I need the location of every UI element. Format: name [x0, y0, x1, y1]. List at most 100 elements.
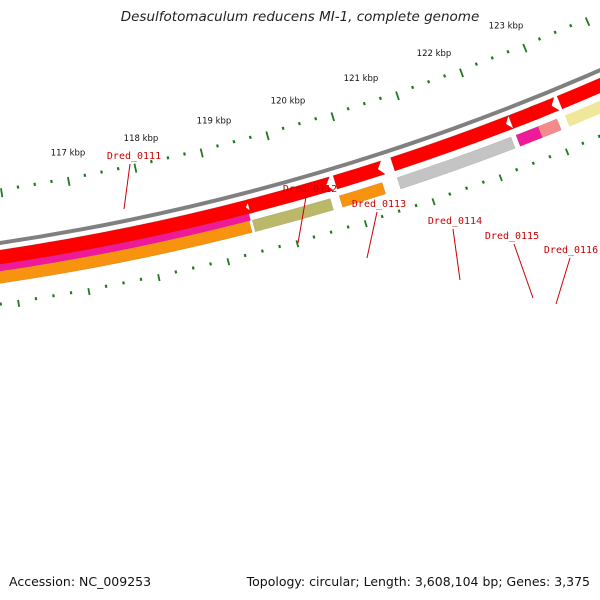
- scale-tick: [0, 188, 4, 198]
- label-leader-line: [123, 163, 131, 210]
- gc-tick: [104, 284, 108, 288]
- cds-feature: [332, 160, 386, 190]
- cds-feature: [529, 96, 560, 121]
- scale-tick: [67, 176, 71, 186]
- genome-summary-text: Topology: circular; Length: 3,608,104 bp…: [246, 574, 590, 589]
- scale-tick: [183, 152, 186, 156]
- scale-tick: [166, 156, 170, 160]
- scale-tick: [378, 96, 382, 101]
- scale-tick: [199, 148, 204, 158]
- label-leader-line: [366, 211, 378, 259]
- gc-tick: [380, 214, 384, 219]
- scale-label: 120 kbp: [271, 96, 306, 106]
- cds-feature: [246, 176, 334, 214]
- gc-tick: [209, 262, 212, 266]
- gc-tick: [431, 198, 436, 206]
- scale-tick: [100, 170, 103, 174]
- cog-feature: [537, 118, 562, 138]
- scale-tick: [459, 68, 464, 78]
- scale-label: 122 kbp: [417, 49, 452, 59]
- gc-tick: [243, 253, 247, 258]
- scale-tick: [537, 37, 542, 41]
- cog-feature: [338, 182, 387, 208]
- gc-tick: [17, 299, 21, 307]
- scale-tick: [395, 91, 400, 101]
- feature-tracks: [0, 67, 600, 284]
- gc-tick: [448, 192, 452, 196]
- scale-tick: [569, 23, 573, 28]
- gc-tick: [226, 258, 231, 266]
- gc-tick: [191, 266, 195, 270]
- scale-tick: [522, 43, 528, 53]
- scale-tick: [133, 163, 138, 173]
- scale-label: 117 kbp: [51, 149, 86, 159]
- scale-label: 123 kbp: [489, 21, 524, 31]
- gc-tick: [581, 141, 585, 146]
- scale-ruler: 117 kbp 118 kbp 119 kbp 120 kbp 121 kbp 122 k…: [51, 0, 596, 159]
- cds-feature: [0, 198, 254, 265]
- gc-tick-track: [0, 17, 600, 307]
- gc-tick: [414, 203, 418, 208]
- gc-tick: [312, 235, 316, 239]
- gc-tick: [397, 209, 401, 213]
- gc-tick: [260, 249, 264, 253]
- gc-tick: [157, 274, 161, 282]
- scale-tick: [506, 49, 510, 54]
- scale-tick: [584, 17, 591, 27]
- cog-feature: [0, 220, 253, 284]
- gc-tick: [346, 225, 350, 229]
- scale-label: 124 kbp: [561, 0, 596, 1]
- label-leader-line: [297, 196, 307, 244]
- scale-tick: [265, 131, 270, 141]
- gc-tick: [329, 230, 333, 234]
- cog-feature-next: [564, 100, 600, 127]
- cds-feature-next: [556, 77, 600, 110]
- scale-label: 119 kbp: [197, 117, 232, 127]
- gc-tick: [498, 174, 503, 182]
- gc-tick: [564, 148, 570, 156]
- map-title: Desulfotomaculum reducens MI-1, complete…: [120, 9, 480, 25]
- scale-tick: [314, 117, 318, 121]
- scale-tick: [411, 85, 415, 90]
- scale-label: 118 kbp: [124, 134, 159, 144]
- gc-tick: [531, 161, 535, 166]
- gc-tick: [278, 244, 282, 249]
- gc-tick: [174, 270, 178, 274]
- gc-tick: [465, 186, 469, 190]
- gc-tick: [548, 154, 552, 159]
- gene-labels: Dred_0111Dred_0112Dred_0113Dred_0114Dred…: [107, 151, 598, 305]
- gc-tick: [69, 291, 73, 295]
- cog-secondary-track: [0, 213, 251, 272]
- scale-tick: [346, 107, 350, 111]
- cog-feature: [251, 198, 334, 233]
- scale-tick: [281, 126, 285, 131]
- scale-tick: [443, 74, 447, 78]
- gene-label: Dred_0116: [544, 245, 598, 256]
- cog-feature: [396, 136, 516, 190]
- scale-tick: [149, 159, 153, 164]
- gc-tick: [481, 180, 485, 184]
- gene-label: Dred_0115: [485, 231, 539, 242]
- gc-tick: [295, 240, 300, 248]
- cds-feature: [390, 115, 515, 172]
- label-leader-line: [452, 228, 461, 281]
- gc-tick: [87, 287, 91, 296]
- scale-tick: [297, 121, 301, 126]
- gene-label: Dred_0114: [428, 216, 482, 227]
- scale-tick: [330, 112, 335, 122]
- scale-tick: [50, 179, 53, 184]
- accession-text: Accession: NC_009253: [9, 574, 152, 589]
- scale-tick: [427, 79, 431, 84]
- gene-label: Dred_0111: [107, 151, 161, 162]
- scale-tick: [490, 56, 494, 60]
- scale-tick: [216, 144, 219, 148]
- gc-tick: [363, 220, 368, 228]
- scale-tick: [116, 167, 120, 171]
- scale-label: 121 kbp: [344, 74, 379, 84]
- gc-tick: [139, 277, 143, 282]
- gene-label: Dred_0113: [352, 199, 406, 210]
- scale-tick: [362, 101, 366, 106]
- gc-tick: [122, 281, 125, 285]
- label-leader-line: [513, 243, 534, 299]
